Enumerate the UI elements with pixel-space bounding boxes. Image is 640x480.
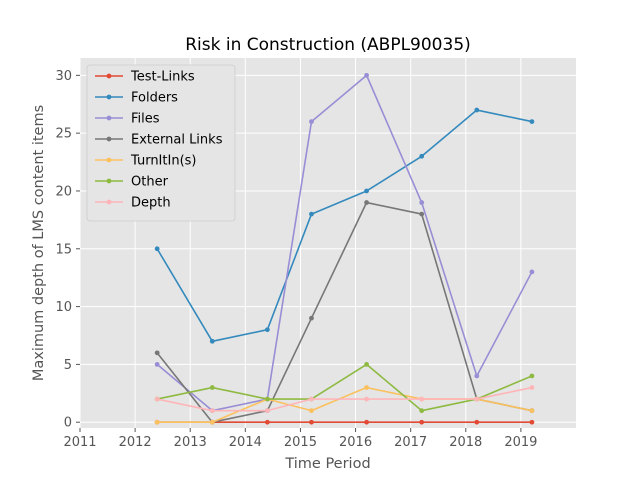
y-tick-label: 5	[64, 358, 72, 373]
data-point-external-links	[154, 350, 160, 356]
x-tick-label: 2018	[449, 435, 482, 450]
legend-marker	[106, 178, 112, 184]
legend-label: Folders	[131, 91, 178, 106]
data-point-files	[364, 72, 369, 78]
legend-label: External Links	[131, 133, 223, 148]
data-point-files	[154, 362, 160, 367]
data-point-files	[529, 269, 535, 275]
data-point-files	[474, 373, 480, 379]
series-line-depth	[156, 386, 533, 412]
legend-label: Files	[131, 112, 160, 127]
x-tick-label: 2019	[504, 435, 537, 450]
y-tick-label: 20	[55, 184, 72, 199]
data-point-depth	[419, 396, 425, 402]
x-axis-title: Time Period	[284, 456, 370, 472]
data-point-test-links	[364, 419, 369, 425]
legend-label: Test-Links	[130, 70, 195, 85]
data-point-other	[364, 362, 369, 367]
data-point-folders	[474, 107, 480, 113]
legend-label: TurnItIn(s)	[130, 154, 196, 169]
x-tick-label: 2013	[174, 435, 207, 450]
data-point-depth	[474, 396, 480, 402]
series-lines	[154, 72, 535, 425]
legend-marker	[106, 115, 112, 121]
data-point-other	[209, 385, 215, 390]
x-tick-label: 2016	[339, 435, 372, 450]
data-point-turnitin-s	[209, 419, 215, 425]
legend-marker	[106, 94, 112, 100]
data-point-files	[419, 200, 425, 205]
data-point-folders	[309, 211, 314, 217]
series-line-files	[156, 74, 533, 412]
x-tick-label: 2014	[229, 435, 262, 450]
legend-marker	[106, 73, 112, 79]
series-line-folders	[156, 109, 533, 343]
legend-marker	[106, 157, 112, 163]
data-point-folders	[154, 246, 160, 252]
data-point-external-links	[309, 315, 314, 321]
legend-box	[86, 64, 236, 222]
data-point-folders	[529, 119, 535, 124]
series-line-other	[156, 363, 533, 412]
data-point-folders	[264, 327, 270, 333]
data-point-test-links	[264, 419, 270, 425]
x-tick-label: 2017	[394, 435, 427, 450]
y-axis-title: Maximum depth of LMS content items	[31, 105, 47, 381]
legend-label: Other	[131, 175, 169, 190]
data-point-test-links	[474, 419, 480, 425]
y-tick-label: 10	[55, 300, 72, 315]
legend-label: Depth	[131, 196, 171, 211]
data-point-external-links	[364, 200, 369, 205]
data-point-depth	[364, 396, 369, 402]
axis-ticks: 2011 2012 2013 2014 2015 2016 2017 2018 20190510…	[55, 69, 537, 450]
series-line-external-links	[156, 201, 533, 424]
data-point-test-links	[309, 419, 314, 425]
data-point-test-links	[419, 419, 425, 425]
data-point-other	[529, 373, 535, 379]
y-tick-label: 15	[55, 242, 72, 257]
data-point-depth	[309, 396, 314, 402]
legend-marker	[106, 136, 112, 142]
data-point-turnitin-s	[364, 385, 369, 390]
data-point-other	[264, 396, 270, 402]
x-tick-label: 2011	[63, 435, 96, 450]
data-point-files	[309, 119, 314, 124]
data-point-depth	[264, 408, 270, 414]
data-point-folders	[419, 153, 425, 159]
legend-marker	[106, 199, 112, 205]
data-point-other	[419, 408, 425, 414]
x-tick-label: 2012	[119, 435, 152, 450]
data-point-external-links	[419, 211, 425, 217]
data-point-folders	[209, 338, 215, 344]
y-tick-label: 0	[64, 416, 72, 431]
data-point-depth	[154, 396, 160, 402]
y-tick-label: 30	[55, 69, 72, 84]
data-point-test-links	[529, 419, 535, 425]
y-tick-label: 25	[55, 127, 72, 142]
data-point-depth	[529, 385, 535, 390]
chart-title: Risk in Construction (ABPL90035)	[185, 35, 471, 55]
legend: Test-Links Folders Files External Links Turn…	[86, 64, 236, 222]
x-tick-label: 2015	[284, 435, 317, 450]
data-point-turnitin-s	[529, 408, 535, 414]
data-point-folders	[364, 188, 369, 194]
data-point-turnitin-s	[309, 408, 314, 414]
data-point-turnitin-s	[154, 419, 160, 425]
data-point-depth	[209, 408, 215, 414]
